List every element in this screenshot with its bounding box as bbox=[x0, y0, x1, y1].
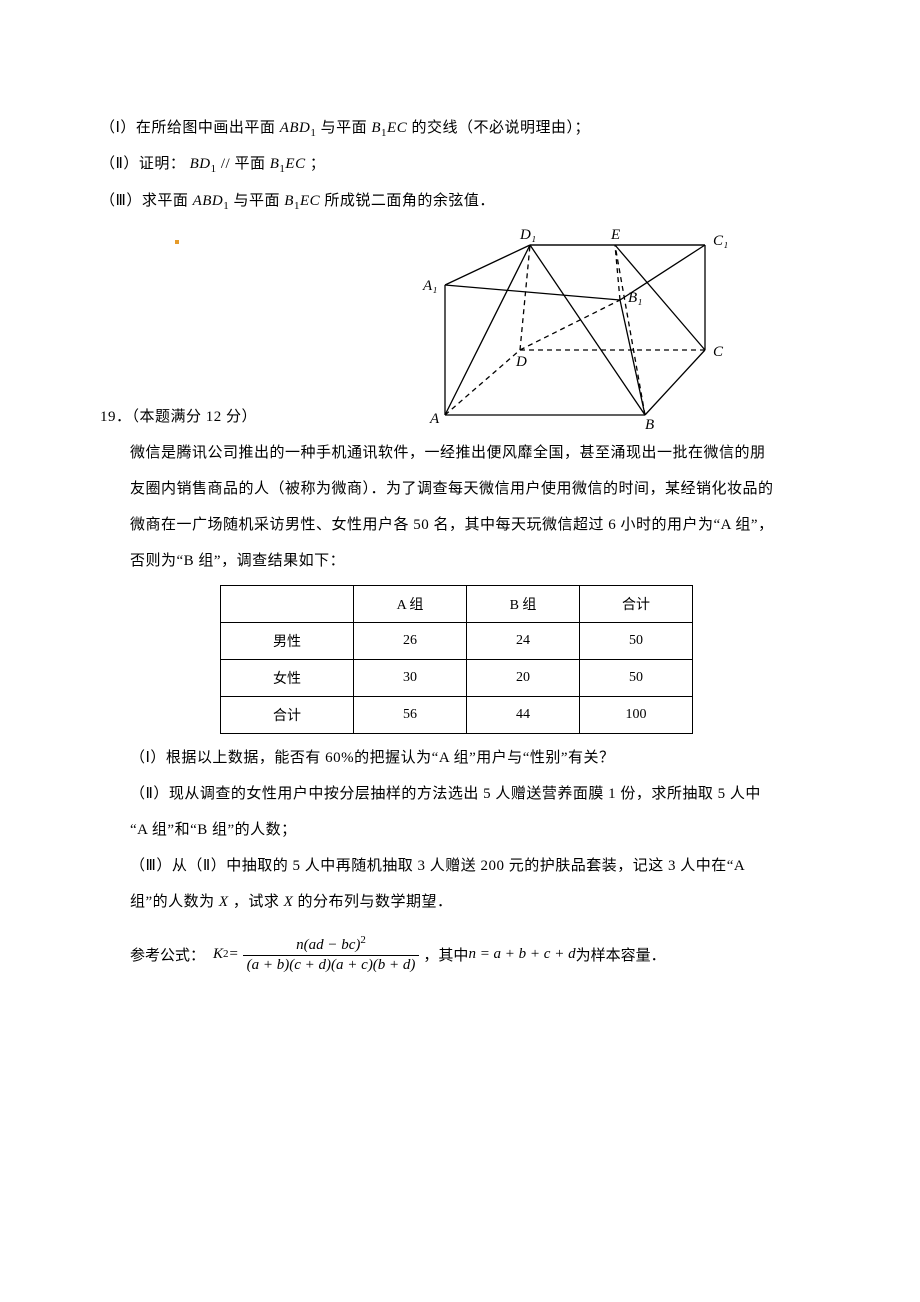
q19-q2b: “A 组”和“B 组”的人数； bbox=[130, 812, 820, 848]
text: 的分布列与数学期望． bbox=[298, 894, 453, 910]
q19-q2a: （Ⅱ）现从调查的女性用户中按分层抽样的方法选出 5 人赠送营养面膜 1 份，求所… bbox=[130, 776, 820, 812]
sub: 1 bbox=[310, 127, 316, 139]
table-cell: 50 bbox=[580, 660, 693, 697]
svg-text:E: E bbox=[610, 227, 620, 243]
q19-q3b: 组”的人数为 X ，试求 X 的分布列与数学期望． bbox=[130, 884, 820, 920]
formula-prefix: 参考公式： bbox=[130, 944, 205, 965]
svg-text:B₁: B₁ bbox=[628, 290, 642, 306]
math: ABD bbox=[193, 193, 224, 209]
svg-text:C: C bbox=[713, 344, 724, 360]
sub: 1 bbox=[211, 163, 217, 175]
num-text: n(ad − bc) bbox=[296, 937, 360, 953]
survey-table: A 组B 组合计男性262450女性302050合计5644100 bbox=[220, 585, 693, 734]
svg-text:A: A bbox=[429, 411, 440, 427]
q19-p3: 微商在一广场随机采访男性、女性用户各 50 名，其中每天玩微信超过 6 小时的用… bbox=[130, 507, 820, 543]
svg-text:D: D bbox=[515, 354, 527, 370]
formula-line: 参考公式： K 2 = n(ad − bc)2 (a + b)(c + d)(a … bbox=[130, 934, 820, 974]
q19-q1: （Ⅰ）根据以上数据，能否有 60%的把握认为“A 组”用户与“性别”有关？ bbox=[130, 740, 820, 776]
text: （Ⅱ）证明： bbox=[100, 156, 185, 172]
table-cell: 50 bbox=[580, 623, 693, 660]
q19-p4: 否则为“B 组”，调查结果如下： bbox=[130, 543, 820, 579]
table-cell: 44 bbox=[467, 697, 580, 734]
table-cell: 合计 bbox=[221, 697, 354, 734]
text: // 平面 bbox=[221, 156, 270, 172]
sub: 1 bbox=[223, 200, 229, 212]
table-cell: 30 bbox=[354, 660, 467, 697]
table-cell: 26 bbox=[354, 623, 467, 660]
svg-text:B: B bbox=[645, 417, 654, 433]
sup: 2 bbox=[360, 934, 366, 946]
q19-q3a: （Ⅲ）从（Ⅱ）中抽取的 5 人中再随机抽取 3 人赠送 200 元的护肤品套装，… bbox=[130, 848, 820, 884]
math-x: X bbox=[219, 894, 229, 910]
table-cell: 20 bbox=[467, 660, 580, 697]
text: 与平面 bbox=[321, 120, 372, 136]
cube-svg: A B C D A₁ B₁ C₁ D₁ E bbox=[420, 220, 730, 435]
text: ； bbox=[310, 156, 326, 172]
q19-body: 微信是腾讯公司推出的一种手机通讯软件，一经推出便风靡全国，甚至涌现出一批在微信的… bbox=[100, 435, 820, 974]
svg-text:C₁: C₁ bbox=[713, 233, 728, 249]
table-header: A 组 bbox=[354, 586, 467, 623]
table-cell: 男性 bbox=[221, 623, 354, 660]
numerator: n(ad − bc)2 bbox=[292, 934, 370, 955]
denominator: (a + b)(c + d)(a + c)(b + d) bbox=[243, 955, 420, 974]
cube-diagram: A B C D A₁ B₁ C₁ D₁ E bbox=[420, 220, 730, 440]
math: BD bbox=[190, 156, 211, 172]
math: B bbox=[284, 193, 294, 209]
table-cell: 56 bbox=[354, 697, 467, 734]
table-cell: 100 bbox=[580, 697, 693, 734]
text: 所成锐二面角的余弦值． bbox=[324, 193, 495, 209]
math: EC bbox=[285, 156, 305, 172]
table-header: B 组 bbox=[467, 586, 580, 623]
table-row: 男性262450 bbox=[221, 623, 693, 660]
p18-line-2: （Ⅱ）证明： BD1 // 平面 B1EC ； bbox=[100, 146, 820, 182]
exam-page: （Ⅰ）在所给图中画出平面 ABD1 与平面 B1EC 的交线（不必说明理由）； … bbox=[0, 0, 920, 1302]
math: ABD bbox=[280, 120, 311, 136]
math: EC bbox=[300, 193, 320, 209]
text: （Ⅰ）在所给图中画出平面 bbox=[100, 120, 280, 136]
formula-suffix: 为样本容量． bbox=[576, 944, 666, 965]
q19-block: 19．（本题满分 12 分） 微信是腾讯公司推出的一种手机通讯软件，一经推出便风… bbox=[100, 399, 820, 974]
text: 与平面 bbox=[234, 193, 285, 209]
k2: K bbox=[213, 946, 223, 963]
q19-p1: 微信是腾讯公司推出的一种手机通讯软件，一经推出便风靡全国，甚至涌现出一批在微信的… bbox=[130, 435, 820, 471]
text: ，试求 bbox=[233, 894, 284, 910]
n-expr: n = a + b + c + d bbox=[468, 946, 575, 963]
q19-p2: 友圈内销售商品的人（被称为微商）．为了调查每天微信用户使用微信的时间，某经销化妆… bbox=[130, 471, 820, 507]
p18-line-1: （Ⅰ）在所给图中画出平面 ABD1 与平面 B1EC 的交线（不必说明理由）； bbox=[100, 110, 820, 146]
table-cell: 女性 bbox=[221, 660, 354, 697]
table-header bbox=[221, 586, 354, 623]
svg-text:D₁: D₁ bbox=[519, 227, 536, 243]
math: EC bbox=[387, 120, 407, 136]
svg-text:A₁: A₁ bbox=[422, 278, 437, 294]
math: B bbox=[371, 120, 381, 136]
text: 的交线（不必说明理由）； bbox=[411, 120, 590, 136]
formula-mid: ，其中 bbox=[423, 944, 468, 965]
p18-line-3: （Ⅲ）求平面 ABD1 与平面 B1EC 所成锐二面角的余弦值． bbox=[100, 183, 820, 219]
decorative-dot bbox=[175, 240, 179, 244]
text: （Ⅲ）求平面 bbox=[100, 193, 193, 209]
table-row: 合计5644100 bbox=[221, 697, 693, 734]
math: B bbox=[270, 156, 280, 172]
table-row: 女性302050 bbox=[221, 660, 693, 697]
math-x: X bbox=[284, 894, 294, 910]
table-header: 合计 bbox=[580, 586, 693, 623]
eq: = bbox=[229, 946, 239, 963]
fraction: n(ad − bc)2 (a + b)(c + d)(a + c)(b + d) bbox=[243, 934, 420, 974]
text: 组”的人数为 bbox=[130, 894, 219, 910]
table-cell: 24 bbox=[467, 623, 580, 660]
